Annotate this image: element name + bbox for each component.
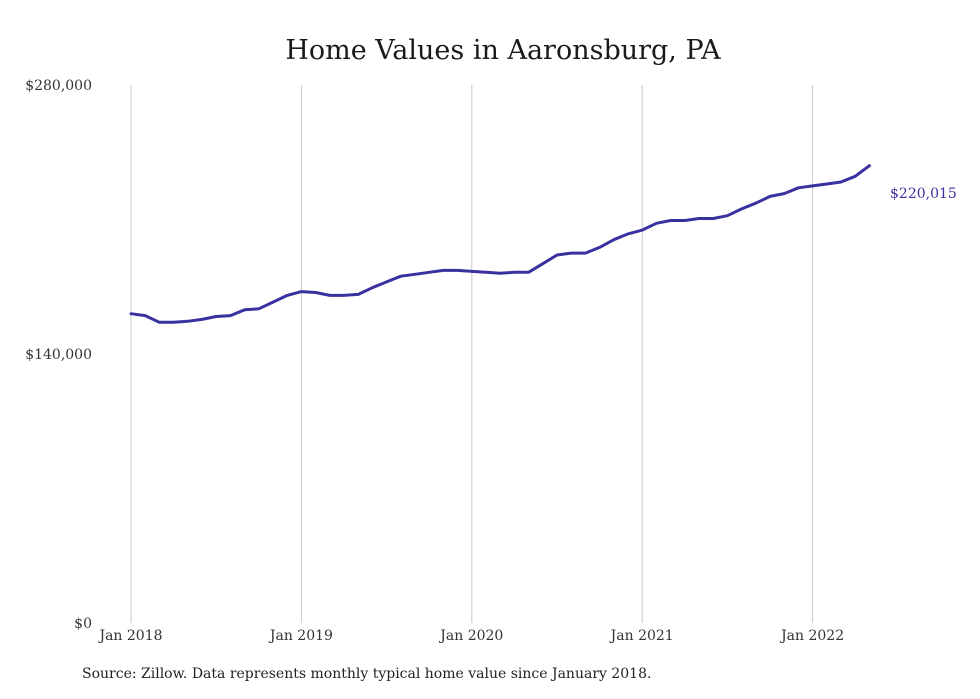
y-tick-label: $280,000 (25, 78, 92, 94)
series (129, 164, 871, 324)
y-tick-label: $0 (74, 616, 92, 632)
x-tick-label: Jan 2018 (97, 628, 162, 644)
y-tick-label: $140,000 (25, 347, 92, 363)
x-axis-ticks: Jan 2018 Jan 2019 Jan 2020 Jan 2021 Jan 2022 (97, 628, 844, 644)
x-tick-label: Jan 2021 (609, 628, 674, 644)
series-line (129, 164, 871, 324)
y-axis-ticks: $0 $140,000 $280,000 (25, 78, 92, 632)
x-tick-label: Jan 2022 (779, 628, 844, 644)
x-tick-label: Jan 2019 (268, 628, 333, 644)
end-value-label: $220,015 (890, 186, 957, 202)
chart-title: Home Values in Aaronsburg, PA (285, 35, 721, 66)
grid (130, 85, 814, 623)
source-note: Source: Zillow. Data represents monthly … (82, 666, 652, 682)
x-tick-label: Jan 2020 (438, 628, 503, 644)
